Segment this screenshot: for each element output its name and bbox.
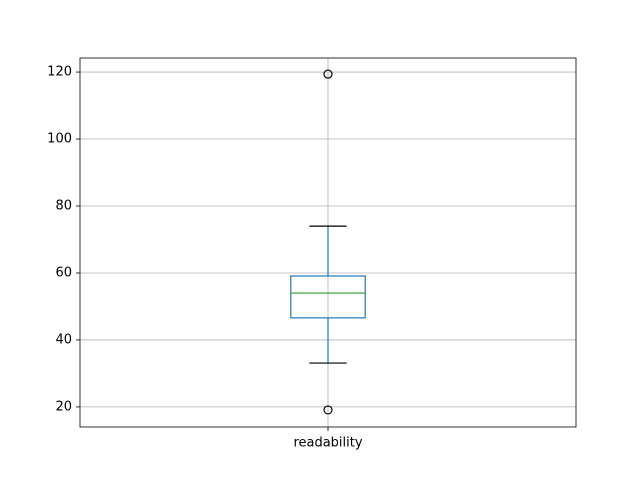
x-tick-label: readability xyxy=(293,436,362,451)
y-tick-label: 60 xyxy=(55,265,72,280)
plot-frame xyxy=(79,57,577,428)
box xyxy=(290,275,366,319)
y-tick-label: 40 xyxy=(55,332,72,347)
flier xyxy=(323,405,333,415)
flier xyxy=(323,69,333,79)
y-tick-label: 20 xyxy=(55,399,72,414)
y-tick-label: 120 xyxy=(47,65,72,80)
y-tick-label: 100 xyxy=(47,132,72,147)
y-tick-label: 80 xyxy=(55,199,72,214)
